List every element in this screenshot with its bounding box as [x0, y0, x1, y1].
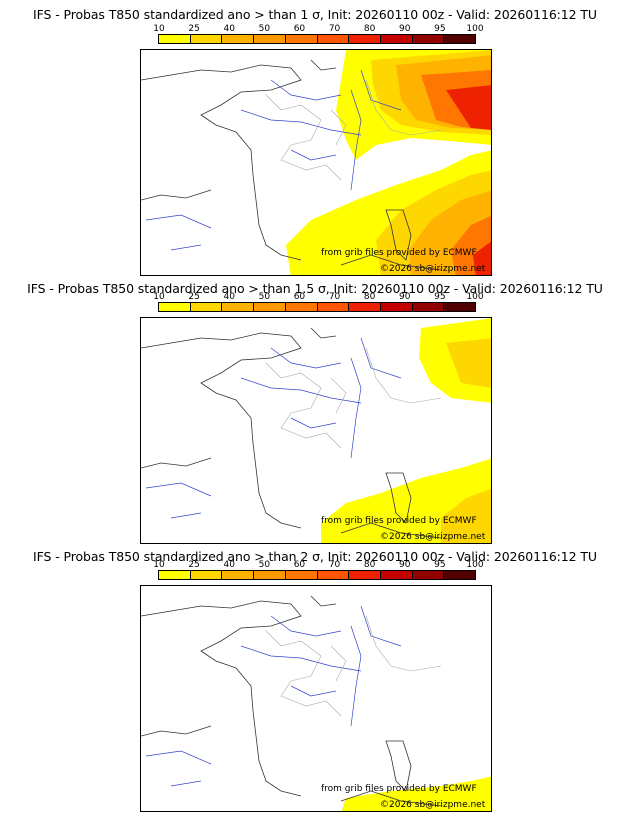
colorbar-label: 60	[293, 24, 306, 34]
colorbar-label: 60	[293, 292, 306, 302]
colorbar-swatch	[285, 303, 318, 311]
colorbar-swatch	[254, 35, 286, 43]
colorbar-swatch	[412, 571, 445, 579]
colorbar-swatch	[444, 303, 476, 311]
colorbar-boxes	[158, 302, 476, 312]
colorbar-label: 80	[363, 292, 376, 302]
map-canvas	[141, 50, 491, 275]
colorbar-swatch	[349, 303, 381, 311]
colorbar-swatch	[222, 303, 255, 311]
colorbar-swatch	[317, 303, 350, 311]
colorbar-label: 70	[328, 292, 341, 302]
colorbar-label: 25	[188, 24, 200, 34]
colorbar-swatch	[380, 303, 413, 311]
colorbar-swatch	[222, 571, 255, 579]
colorbar-label: 90	[399, 560, 411, 570]
credit-source: from grib files provided by ECMWF	[321, 516, 477, 526]
admin-borders	[265, 79, 442, 181]
map-canvas	[141, 318, 491, 543]
colorbar-labels: 10 25 40 50 60 70 80 90 95 100	[153, 560, 483, 570]
colorbar-swatch	[159, 571, 191, 579]
rivers	[145, 69, 402, 251]
colorbar-label: 100	[466, 560, 484, 570]
colorbar-label: 60	[293, 560, 306, 570]
colorbar-label: 80	[363, 560, 376, 570]
colorbar-label: 50	[258, 24, 271, 34]
map-canvas	[141, 595, 491, 811]
colorbar-swatch	[285, 571, 318, 579]
colorbar-label: 95	[434, 24, 446, 34]
rivers	[145, 605, 402, 787]
colorbar-swatch	[190, 571, 223, 579]
colorbar-label: 90	[399, 292, 411, 302]
credit-source: from grib files provided by ECMWF	[321, 248, 477, 258]
colorbar-swatch	[317, 35, 350, 43]
panel-title: IFS - Probas T850 standardized ano > tha…	[33, 7, 597, 22]
probability-map: from grib files provided by ECMWF ©2026 …	[140, 49, 492, 276]
colorbar-label: 25	[188, 292, 200, 302]
colorbar-swatch	[380, 35, 413, 43]
colorbar-swatch	[254, 571, 286, 579]
colorbar-labels: 10 25 40 50 60 70 80 90 95 100	[153, 292, 483, 302]
panel-title: IFS - Probas T850 standardized ano > tha…	[27, 281, 603, 296]
coastline	[141, 595, 442, 807]
admin-borders	[265, 347, 442, 449]
coastline	[141, 59, 442, 271]
colorbar-swatch	[317, 571, 350, 579]
colorbar-label: 10	[153, 24, 165, 34]
colorbar-boxes	[158, 570, 476, 580]
colorbar-label: 70	[328, 560, 341, 570]
colorbar-label: 50	[258, 560, 271, 570]
colorbar-swatch	[222, 35, 255, 43]
colorbar-swatch	[412, 303, 445, 311]
colorbar-swatch	[159, 35, 191, 43]
credit-copyright: ©2026 sb@irizpme.net	[380, 264, 486, 274]
probability-shading	[286, 50, 491, 275]
credit-copyright: ©2026 sb@irizpme.net	[380, 800, 486, 810]
probability-shading	[321, 318, 491, 543]
colorbar-swatch	[159, 303, 191, 311]
colorbar-swatch	[349, 35, 381, 43]
colorbar-swatch	[190, 35, 223, 43]
colorbar-label: 50	[258, 292, 271, 302]
colorbar-label: 100	[466, 292, 484, 302]
colorbar-swatch	[285, 35, 318, 43]
coastline	[141, 327, 442, 539]
colorbar-label: 90	[399, 24, 411, 34]
colorbar-label: 95	[434, 292, 446, 302]
credit-copyright: ©2026 sb@irizpme.net	[380, 532, 486, 542]
colorbar-swatch	[412, 35, 445, 43]
colorbar-label: 40	[223, 560, 235, 570]
colorbar-label: 100	[466, 24, 484, 34]
colorbar-label: 25	[188, 560, 200, 570]
colorbar-label: 40	[223, 292, 235, 302]
colorbar-label: 95	[434, 560, 446, 570]
colorbar-label: 40	[223, 24, 235, 34]
colorbar-label: 10	[153, 560, 165, 570]
colorbar-label: 80	[363, 24, 376, 34]
colorbar-swatch	[254, 303, 286, 311]
admin-borders	[265, 615, 442, 717]
colorbar-label: 10	[153, 292, 165, 302]
colorbar-swatch	[380, 571, 413, 579]
probability-map: from grib files provided by ECMWF ©2026 …	[140, 317, 492, 544]
credit-source: from grib files provided by ECMWF	[321, 784, 477, 794]
probability-map: from grib files provided by ECMWF ©2026 …	[140, 585, 492, 812]
colorbar-label: 70	[328, 24, 341, 34]
colorbar-swatch	[444, 35, 476, 43]
panel-title: IFS - Probas T850 standardized ano > tha…	[33, 549, 597, 564]
probability-shading	[341, 776, 491, 811]
colorbar-boxes	[158, 34, 476, 44]
colorbar-swatch	[349, 571, 381, 579]
colorbar-swatch	[444, 571, 476, 579]
colorbar-labels: 10 25 40 50 60 70 80 90 95 100	[153, 24, 483, 34]
rivers	[145, 337, 402, 519]
colorbar-swatch	[190, 303, 223, 311]
